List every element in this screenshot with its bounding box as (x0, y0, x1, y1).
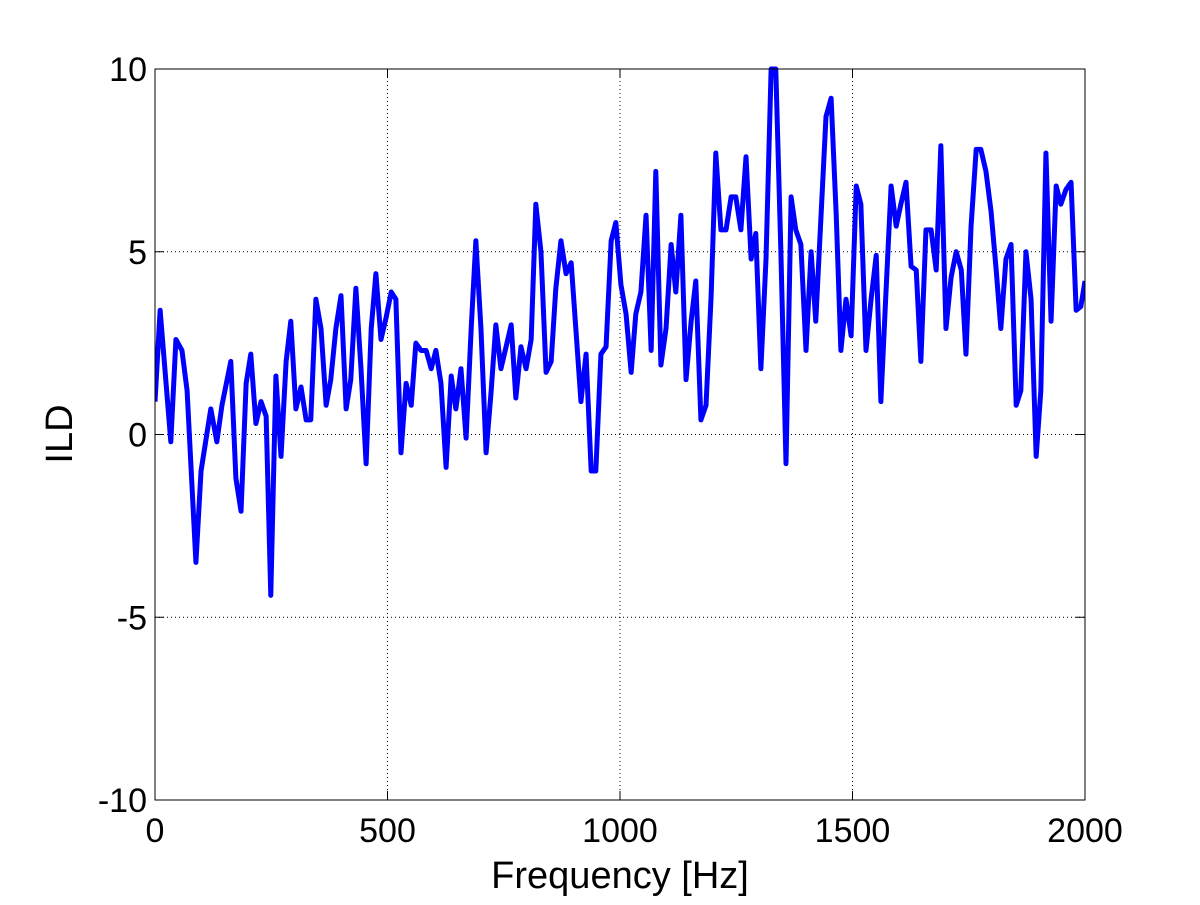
y-tick-label: -5 (117, 599, 147, 637)
plot-frame (154, 68, 1086, 801)
x-axis-label: Frequency [Hz] (491, 855, 749, 897)
y-axis-label: ILD (39, 404, 81, 463)
x-tick-label: 1500 (815, 812, 891, 850)
x-tick-label: 2000 (1047, 812, 1123, 850)
y-tick-label: 0 (128, 417, 147, 455)
x-tick-label: 0 (146, 812, 165, 850)
y-tick-label: -10 (98, 782, 147, 820)
y-tick-label: 5 (128, 234, 147, 272)
data-line (155, 66, 1085, 598)
y-tick-label: 10 (109, 51, 147, 89)
x-tick-label: 500 (359, 812, 416, 850)
x-tick-label: 1000 (582, 812, 658, 850)
